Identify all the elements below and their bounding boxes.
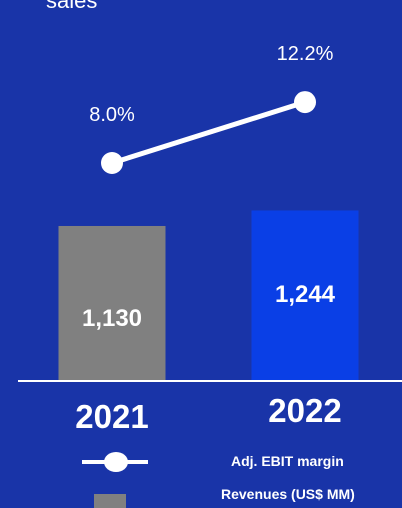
margin-line bbox=[111, 99, 306, 166]
chart-subtitle: sales bbox=[46, 0, 98, 13]
margin-label-2022: 12.2% bbox=[277, 43, 334, 65]
legend-label-revenues: Revenues (US$ MM) bbox=[221, 486, 355, 502]
bar-value-label-2021: 1,130 bbox=[82, 305, 142, 332]
margin-label-2021: 8.0% bbox=[89, 104, 135, 126]
margin-point-2021 bbox=[101, 152, 123, 174]
x-tick-label-2021: 2021 bbox=[75, 398, 148, 435]
x-tick-label-2022: 2022 bbox=[268, 392, 341, 429]
legend-line-dot bbox=[104, 452, 128, 472]
bar-2022 bbox=[251, 210, 359, 380]
margin-point-2022 bbox=[294, 91, 316, 114]
legend-label-ebit-margin: Adj. EBIT margin bbox=[231, 453, 344, 469]
legend-bar-swatch bbox=[94, 494, 126, 508]
bar-2021 bbox=[58, 225, 166, 380]
bar-value-label-2022: 1,244 bbox=[275, 281, 336, 308]
margin-line-layer: 8.0% 12.2% bbox=[89, 43, 334, 174]
bars-layer: 1,130 1,244 bbox=[58, 210, 359, 380]
legend-markers bbox=[82, 452, 148, 508]
x-tick-labels: 2021 2022 bbox=[75, 392, 341, 435]
